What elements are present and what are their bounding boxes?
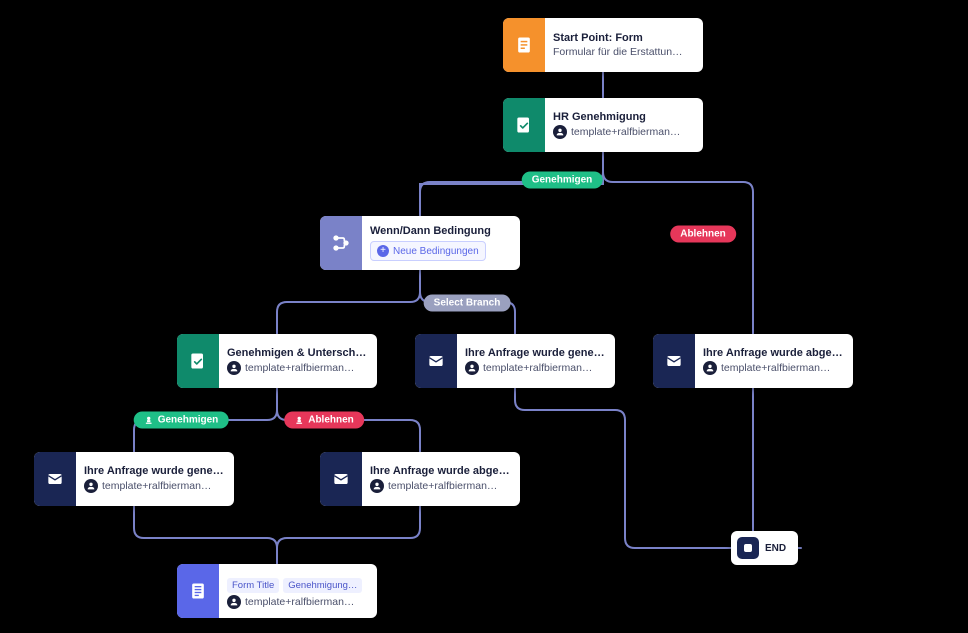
doc-icon xyxy=(177,564,219,618)
node-title: Ihre Anfrage wurde genehmi… xyxy=(84,465,224,477)
branch-icon xyxy=(320,216,362,270)
node-title: Genehmigen & Unterschreiben xyxy=(227,347,367,359)
stop-icon xyxy=(737,537,759,559)
node-subtitle: template+ralfbierman… xyxy=(465,361,605,375)
mail-icon xyxy=(415,334,457,388)
node-title: Ihre Anfrage wurde abgelehnt. xyxy=(703,347,843,359)
edge-label[interactable]: Ablehnen xyxy=(670,226,736,243)
node-title: Start Point: Form xyxy=(553,32,693,44)
workflow-node-hr[interactable]: HR Genehmigung template+ralfbierman… xyxy=(503,98,703,152)
workflow-node-req_ok2[interactable]: Ihre Anfrage wurde genehmi… template+ral… xyxy=(415,334,615,388)
user-avatar-icon xyxy=(84,479,98,493)
node-title: Ihre Anfrage wurde genehmi… xyxy=(465,347,605,359)
node-title-chips: Form TitleGenehmigung… xyxy=(227,578,367,593)
edge-label[interactable]: Genehmigen xyxy=(522,172,603,189)
add-condition-button[interactable]: +Neue Bedingungen xyxy=(370,241,486,261)
workflow-node-sign[interactable]: Genehmigen & Unterschreiben template+ral… xyxy=(177,334,377,388)
node-title: Wenn/Dann Bedingung xyxy=(370,225,512,237)
end-label: END xyxy=(765,543,786,554)
user-avatar-icon xyxy=(465,361,479,375)
workflow-node-req_ok1[interactable]: Ihre Anfrage wurde genehmi… template+ral… xyxy=(34,452,234,506)
user-avatar-icon xyxy=(553,125,567,139)
mail-icon xyxy=(320,452,362,506)
user-avatar-icon xyxy=(227,595,241,609)
workflow-node-req_no1[interactable]: Ihre Anfrage wurde abgelehnt. template+r… xyxy=(320,452,520,506)
user-avatar-icon xyxy=(227,361,241,375)
workflow-node-req_no2[interactable]: Ihre Anfrage wurde abgelehnt. template+r… xyxy=(653,334,853,388)
user-avatar-icon xyxy=(703,361,717,375)
node-title: HR Genehmigung xyxy=(553,111,693,123)
workflow-end-node[interactable]: END xyxy=(731,531,798,565)
user-avatar-icon xyxy=(370,479,384,493)
workflow-node-cond[interactable]: Wenn/Dann Bedingung +Neue Bedingungen xyxy=(320,216,520,270)
mail-icon xyxy=(653,334,695,388)
workflow-canvas[interactable]: { "canvas": { "width": 968, "height": 63… xyxy=(0,0,968,633)
node-subtitle: template+ralfbierman… xyxy=(227,361,367,375)
approve-icon xyxy=(503,98,545,152)
node-subtitle: template+ralfbierman… xyxy=(553,125,693,139)
edge-label[interactable]: Genehmigen xyxy=(134,412,229,429)
edges-layer xyxy=(0,0,968,633)
mail-icon xyxy=(34,452,76,506)
workflow-node-start[interactable]: Start Point: Form Formular für die Ersta… xyxy=(503,18,703,72)
node-title: Ihre Anfrage wurde abgelehnt. xyxy=(370,465,510,477)
workflow-node-doc[interactable]: Form TitleGenehmigung… template+ralfbier… xyxy=(177,564,377,618)
edge-label[interactable]: Select Branch xyxy=(424,295,511,312)
node-subtitle: template+ralfbierman… xyxy=(370,479,510,493)
form-icon xyxy=(503,18,545,72)
node-subtitle: template+ralfbierman… xyxy=(84,479,224,493)
node-subtitle: template+ralfbierman… xyxy=(703,361,843,375)
node-subtitle: template+ralfbierman… xyxy=(227,595,367,609)
edge-label[interactable]: Ablehnen xyxy=(284,412,364,429)
node-subtitle: Formular für die Erstattun… xyxy=(553,46,693,58)
approve-icon xyxy=(177,334,219,388)
